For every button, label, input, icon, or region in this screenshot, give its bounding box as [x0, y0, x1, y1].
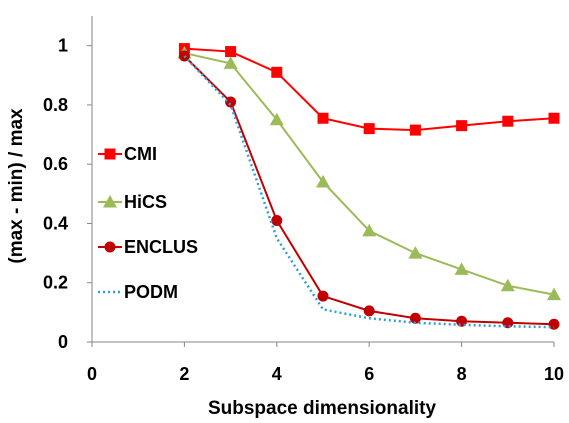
- x-axis-label: Subspace dimensionality: [208, 398, 436, 419]
- data-point: [317, 112, 329, 124]
- data-point: [409, 124, 421, 136]
- data-point: [500, 278, 515, 292]
- data-point: [362, 223, 377, 237]
- data-point: [456, 120, 468, 132]
- y-tick-label: 0: [58, 332, 68, 352]
- x-tick-label: 2: [179, 364, 189, 384]
- x-tick-label: 6: [364, 364, 374, 384]
- series-podm: [183, 55, 555, 329]
- legend-label: ENCLUS: [124, 237, 198, 257]
- data-point: [269, 112, 284, 126]
- y-tick-label: 0.2: [43, 273, 68, 293]
- legend-label: CMI: [124, 144, 157, 164]
- data-point: [225, 46, 237, 58]
- legend-marker: [104, 241, 116, 253]
- legend-entry-cmi: CMI: [98, 144, 157, 164]
- legend-marker: [103, 195, 117, 208]
- data-point: [409, 312, 421, 324]
- data-point: [502, 115, 514, 127]
- data-point: [547, 287, 561, 301]
- legend-marker: [104, 148, 116, 160]
- legend-entry-podm: PODM: [98, 282, 178, 302]
- data-point: [363, 305, 375, 317]
- data-point: [317, 290, 329, 302]
- y-tick-label: 1: [58, 36, 68, 56]
- legend-label: PODM: [124, 282, 178, 302]
- legend-entry-enclus: ENCLUS: [98, 237, 198, 257]
- y-tick-label: 0.6: [43, 154, 68, 174]
- data-point: [316, 174, 330, 188]
- series-lines: [177, 43, 561, 330]
- y-tick-label: 0.4: [43, 213, 68, 233]
- legend-entry-hics: HiCS: [98, 192, 167, 212]
- data-point: [271, 66, 283, 78]
- series-hics: [177, 46, 561, 301]
- axes: [87, 16, 555, 347]
- data-point: [225, 96, 237, 108]
- x-tick-label: 10: [544, 364, 564, 384]
- x-tick-label: 4: [272, 364, 282, 384]
- tick-labels: 00.20.40.60.810 2 4 6 8 10: [43, 36, 564, 384]
- y-axis-label: (max - min) / max: [6, 108, 27, 264]
- x-tick-label: 0: [87, 364, 97, 384]
- data-point: [408, 246, 423, 259]
- data-point: [548, 318, 560, 330]
- series-line: [184, 52, 555, 296]
- x-tick-label: 8: [457, 364, 467, 384]
- y-tick-label: 0.8: [43, 95, 68, 115]
- legend: CMI HiCS ENCLUS PODM: [98, 144, 198, 302]
- data-point: [363, 123, 375, 135]
- series-line: [183, 55, 555, 326]
- series-cmi: [178, 43, 560, 136]
- data-point: [223, 56, 238, 69]
- data-point: [548, 112, 560, 124]
- series-line: [183, 55, 555, 329]
- data-point: [454, 262, 469, 275]
- series-enclus: [178, 50, 560, 330]
- legend-label: HiCS: [124, 192, 167, 212]
- series-line: [184, 47, 555, 132]
- data-point: [271, 214, 283, 226]
